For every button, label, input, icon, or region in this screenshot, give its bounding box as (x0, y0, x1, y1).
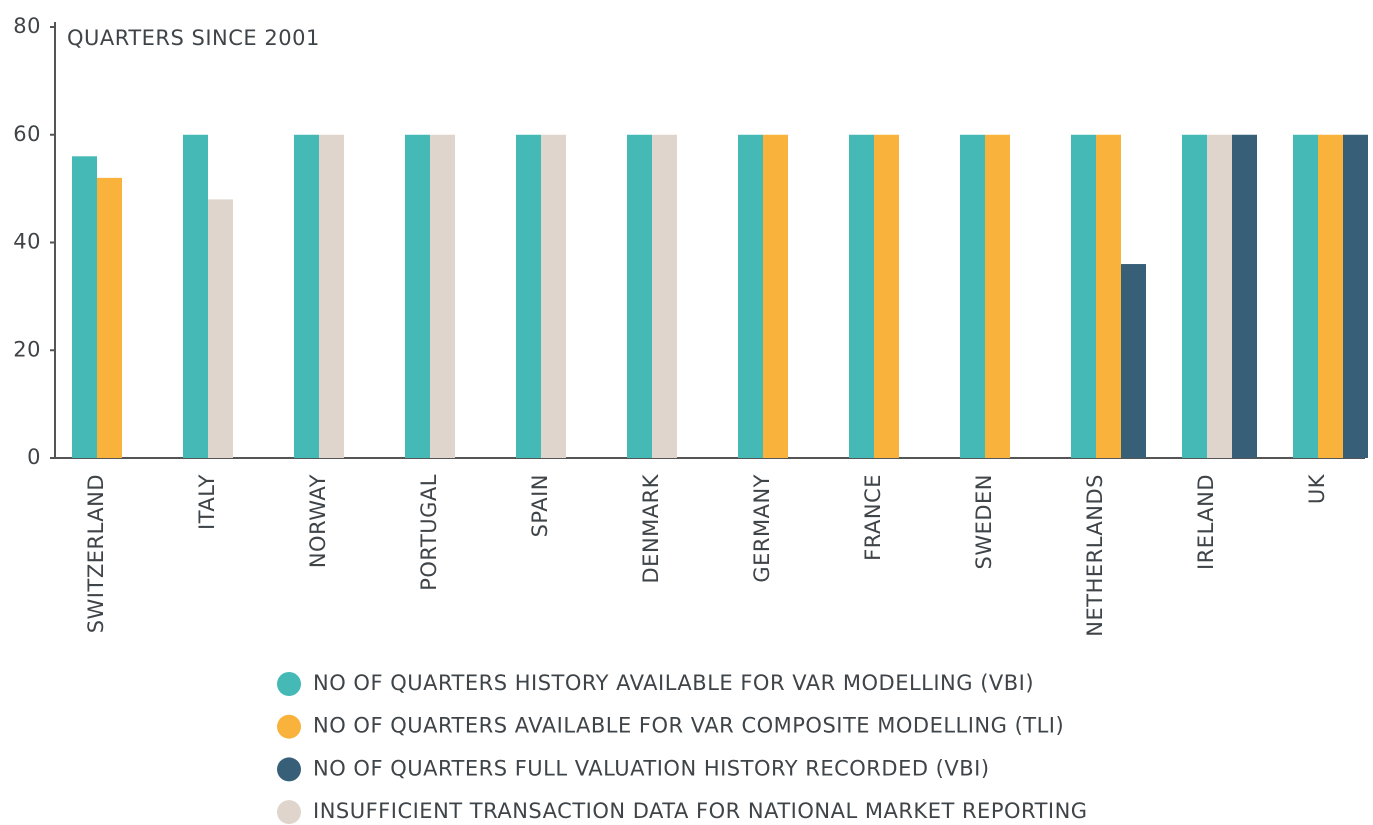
x-tick-label: FRANCE (861, 474, 885, 561)
legend-label: NO OF QUARTERS FULL VALUATION HISTORY RE… (313, 756, 990, 780)
legend-label: NO OF QUARTERS AVAILABLE FOR VAR COMPOSI… (313, 714, 1064, 738)
bar (1071, 134, 1096, 458)
x-tick-label: IRELAND (1194, 474, 1218, 570)
x-tick-label: UK (1305, 473, 1329, 504)
legend-swatch (277, 672, 301, 696)
bar (97, 177, 122, 458)
legend-swatch (277, 757, 301, 782)
x-tick-label: SPAIN (528, 474, 552, 537)
x-tick-label: PORTUGAL (417, 474, 441, 591)
bar (738, 134, 763, 458)
bar (1293, 134, 1318, 458)
legend-swatch (277, 714, 301, 739)
legend-swatch (277, 800, 301, 825)
bar (183, 134, 208, 458)
bar (1096, 134, 1121, 458)
legend-label: INSUFFICIENT TRANSACTION DATA FOR NATION… (313, 799, 1088, 823)
bar (1182, 134, 1207, 458)
x-tick-label: NETHERLANDS (1083, 474, 1107, 637)
bar (985, 134, 1010, 458)
bar (1121, 264, 1146, 458)
bar (516, 134, 541, 458)
bar (319, 134, 344, 458)
x-tick-label: ITALY (195, 474, 219, 530)
bar (541, 134, 566, 458)
bar (208, 199, 233, 458)
y-tick-label: 0 (27, 445, 41, 469)
bar (1318, 134, 1343, 458)
bar (405, 134, 430, 458)
x-tick-label: SWITZERLAND (84, 474, 108, 633)
bar (960, 134, 985, 458)
bar (763, 134, 788, 458)
bar (874, 134, 899, 458)
x-tick-label: SWEDEN (972, 474, 996, 570)
bar (627, 134, 652, 458)
bar (1343, 134, 1368, 458)
x-tick-label: NORWAY (306, 474, 330, 568)
legend-label: NO OF QUARTERS HISTORY AVAILABLE FOR VAR… (313, 671, 1034, 695)
y-tick-label: 60 (13, 122, 41, 146)
y-tick-label: 80 (13, 14, 41, 38)
bar (652, 134, 677, 458)
y-tick-label: 40 (13, 230, 41, 254)
bar (1207, 134, 1232, 458)
x-tick-label: GERMANY (750, 474, 774, 583)
bar (430, 134, 455, 458)
x-tick-label: DENMARK (639, 473, 663, 583)
bar (72, 156, 97, 459)
bar (1232, 134, 1257, 458)
y-axis-label: QUARTERS SINCE 2001 (67, 26, 320, 50)
bar (294, 134, 319, 458)
y-tick-label: 20 (13, 337, 41, 361)
bar (849, 134, 874, 458)
